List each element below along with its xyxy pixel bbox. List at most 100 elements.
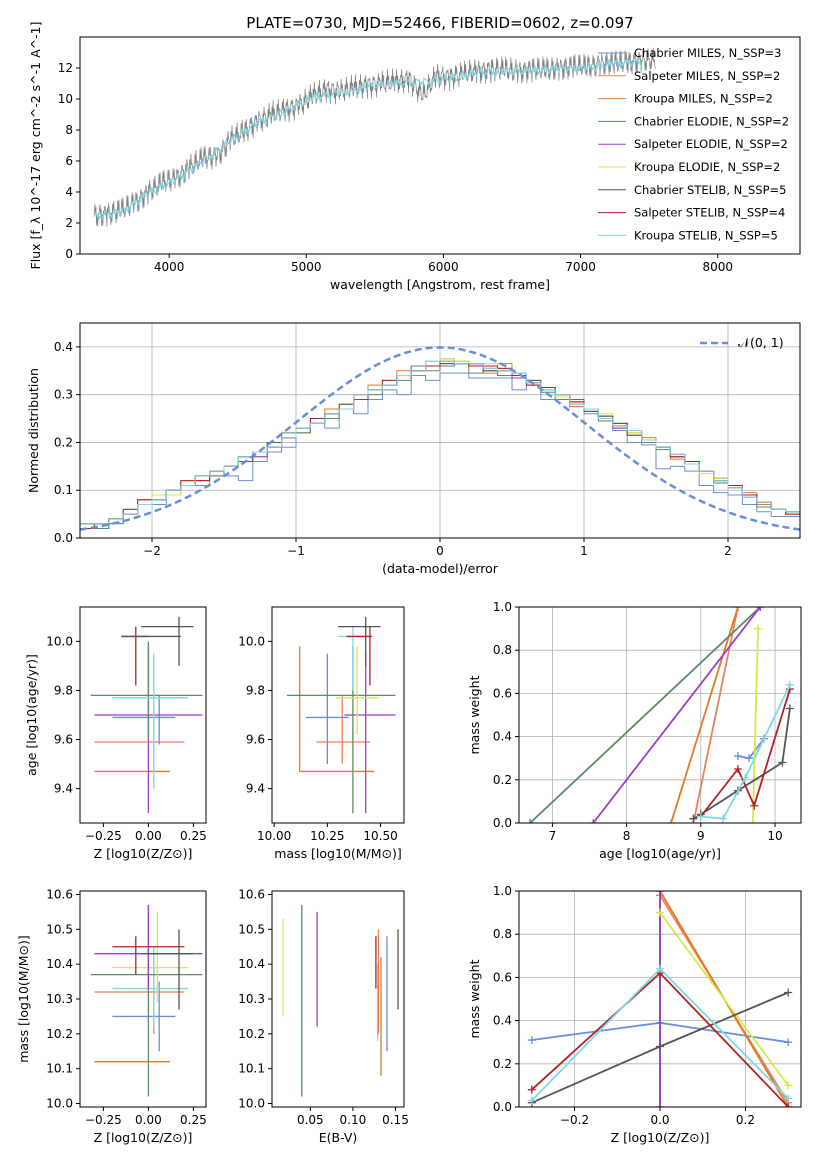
y-tick-label: 9.8: [246, 683, 265, 697]
point-marker: [656, 891, 664, 895]
y-tick-label: 12: [58, 61, 73, 75]
y-tick-label: 10.5: [46, 922, 73, 936]
x-tick-label: 5000: [291, 260, 322, 274]
y-tick-label: 9.6: [54, 733, 73, 747]
x-tick-label: 0.10: [340, 1113, 367, 1127]
y-tick-label: 10.5: [238, 922, 265, 936]
y-tick-label: 0.0: [493, 1100, 512, 1114]
series-line-Kroupa MILES: [670, 607, 739, 823]
axes-frame: [518, 606, 802, 824]
x-tick-label: −0.2: [560, 1113, 589, 1127]
x-axis-label: (data-model)/error: [382, 561, 499, 576]
y-tick-label: 10.3: [46, 992, 73, 1006]
point-marker: [750, 801, 759, 810]
y-tick-label: 9.8: [54, 683, 73, 697]
y-tick-label: 10.6: [238, 887, 265, 901]
plot-area: [90, 904, 203, 1097]
series-line-Kroupa STELIB: [700, 684, 791, 820]
y-tick-label: 0.2: [493, 1057, 512, 1071]
y-tick-label: 6: [65, 154, 73, 168]
y-axis-label: age [log10(age/yr)]: [24, 654, 39, 776]
series-line-Chabrier ELODIE: [529, 607, 761, 823]
y-tick-label: 4: [65, 185, 73, 199]
legend-label: Kroupa STELIB, N_SSP=5: [634, 228, 778, 242]
y-tick-label: 10.2: [238, 1027, 265, 1041]
point-marker: [526, 819, 535, 823]
panel-weight_vs_age: 7 8 9 10 0.0 0.2 0.4 0.6 0.8 1.0 age [log10(age/yr…: [467, 600, 802, 861]
plot-area: [80, 346, 800, 531]
point-marker: [733, 752, 742, 761]
plot-area: [286, 616, 396, 814]
x-axis-label: E(B-V): [319, 1130, 358, 1145]
panels: 4000 5000 6000 7000 8000024681012wavelength …: [16, 22, 802, 1145]
y-tick-label: 0.6: [493, 686, 512, 700]
point-marker: [733, 607, 742, 611]
x-tick-label: 0.2: [736, 1113, 755, 1127]
x-tick-label: 7: [549, 829, 557, 843]
x-tick-label: −0.25: [85, 829, 122, 843]
point-marker: [719, 814, 728, 823]
x-tick-label: 0.05: [297, 1113, 324, 1127]
y-tick-label: 10.3: [238, 992, 265, 1006]
y-tick-label: 10.6: [46, 887, 73, 901]
point-marker: [784, 1094, 793, 1103]
y-tick-label: 0.0: [493, 816, 512, 830]
legend-label: Salpeter STELIB, N_SSP=4: [634, 206, 785, 220]
y-tick-label: 10: [58, 92, 73, 106]
series-line-Salpeter STELIB: [700, 688, 791, 818]
x-tick-label: 10: [767, 829, 782, 843]
y-axis-label: Normed distribution: [26, 368, 41, 493]
plot-area: [282, 904, 399, 1097]
y-tick-label: 1.0: [493, 600, 512, 614]
y-axis-label: mass [log10(M/M⊙)]: [16, 935, 31, 1063]
series-line-model: [93, 56, 642, 221]
y-tick-label: 10.1: [238, 1062, 265, 1076]
y-tick-label: 0.2: [493, 773, 512, 787]
point-marker: [656, 964, 664, 973]
plot-area: [527, 891, 793, 1107]
x-tick-label: −2: [143, 544, 161, 558]
legend-label: Chabrier MILES, N_SSP=3: [634, 46, 781, 60]
x-axis-label: Z [log10(Z/Z⊙)]: [94, 846, 193, 861]
y-tick-label: 0.0: [54, 531, 73, 545]
y-tick-label: 10.4: [46, 957, 73, 971]
plot-area: [526, 607, 794, 823]
legend-label: Chabrier STELIB, N_SSP=5: [634, 183, 786, 197]
y-tick-label: 8: [65, 123, 73, 137]
point-marker: [589, 819, 598, 823]
x-tick-label: 9: [697, 829, 705, 843]
panel-mass_vs_Z: −0.25 0.00 0.25 10.0 10.1 10.2 10.3 10.4 10.5 10.…: [16, 887, 207, 1145]
point-marker: [656, 1042, 664, 1051]
legend-label: Salpeter ELODIE, N_SSP=2: [634, 137, 788, 151]
point-marker: [784, 1038, 793, 1047]
panel-residuals: −2 −1 0 1 2 0.0 0.1 0.2 0.3 0.4 (data-model)/error…: [26, 322, 801, 576]
x-tick-label: 0.00: [135, 1113, 162, 1127]
panel-mass_vs_ebv: 0.05 0.10 0.15 10.0 10.1 10.2 10.3 10.4 10.5 10.6…: [238, 887, 409, 1145]
point-marker: [784, 1081, 793, 1090]
x-tick-label: 8: [623, 829, 631, 843]
point-marker: [745, 754, 754, 763]
x-axis-label: Z [log10(Z/Z⊙)]: [611, 1130, 710, 1145]
point-marker: [689, 814, 698, 823]
point-marker: [778, 758, 787, 767]
point-marker: [527, 1096, 536, 1105]
y-tick-label: 0.6: [493, 970, 512, 984]
y-tick-label: 0.4: [493, 1014, 512, 1028]
point-marker: [753, 624, 762, 633]
y-tick-label: 9.6: [246, 733, 265, 747]
point-marker: [656, 1103, 664, 1107]
y-tick-label: 10.0: [46, 1097, 73, 1111]
y-tick-label: 10.2: [46, 1027, 73, 1041]
point-marker: [785, 680, 794, 689]
y-tick-label: 10.4: [238, 957, 265, 971]
x-tick-label: −1: [287, 544, 305, 558]
point-marker: [696, 812, 705, 821]
legend-label: 𝒩(0, 1): [738, 335, 784, 350]
y-tick-label: 0.1: [54, 483, 73, 497]
x-tick-label: 10.00: [257, 829, 291, 843]
y-axis-label: mass weight: [467, 675, 482, 754]
y-tick-label: 10.0: [238, 634, 265, 648]
y-axis-label: mass weight: [467, 959, 482, 1038]
histogram-Kroupa STELIB: [80, 360, 800, 525]
